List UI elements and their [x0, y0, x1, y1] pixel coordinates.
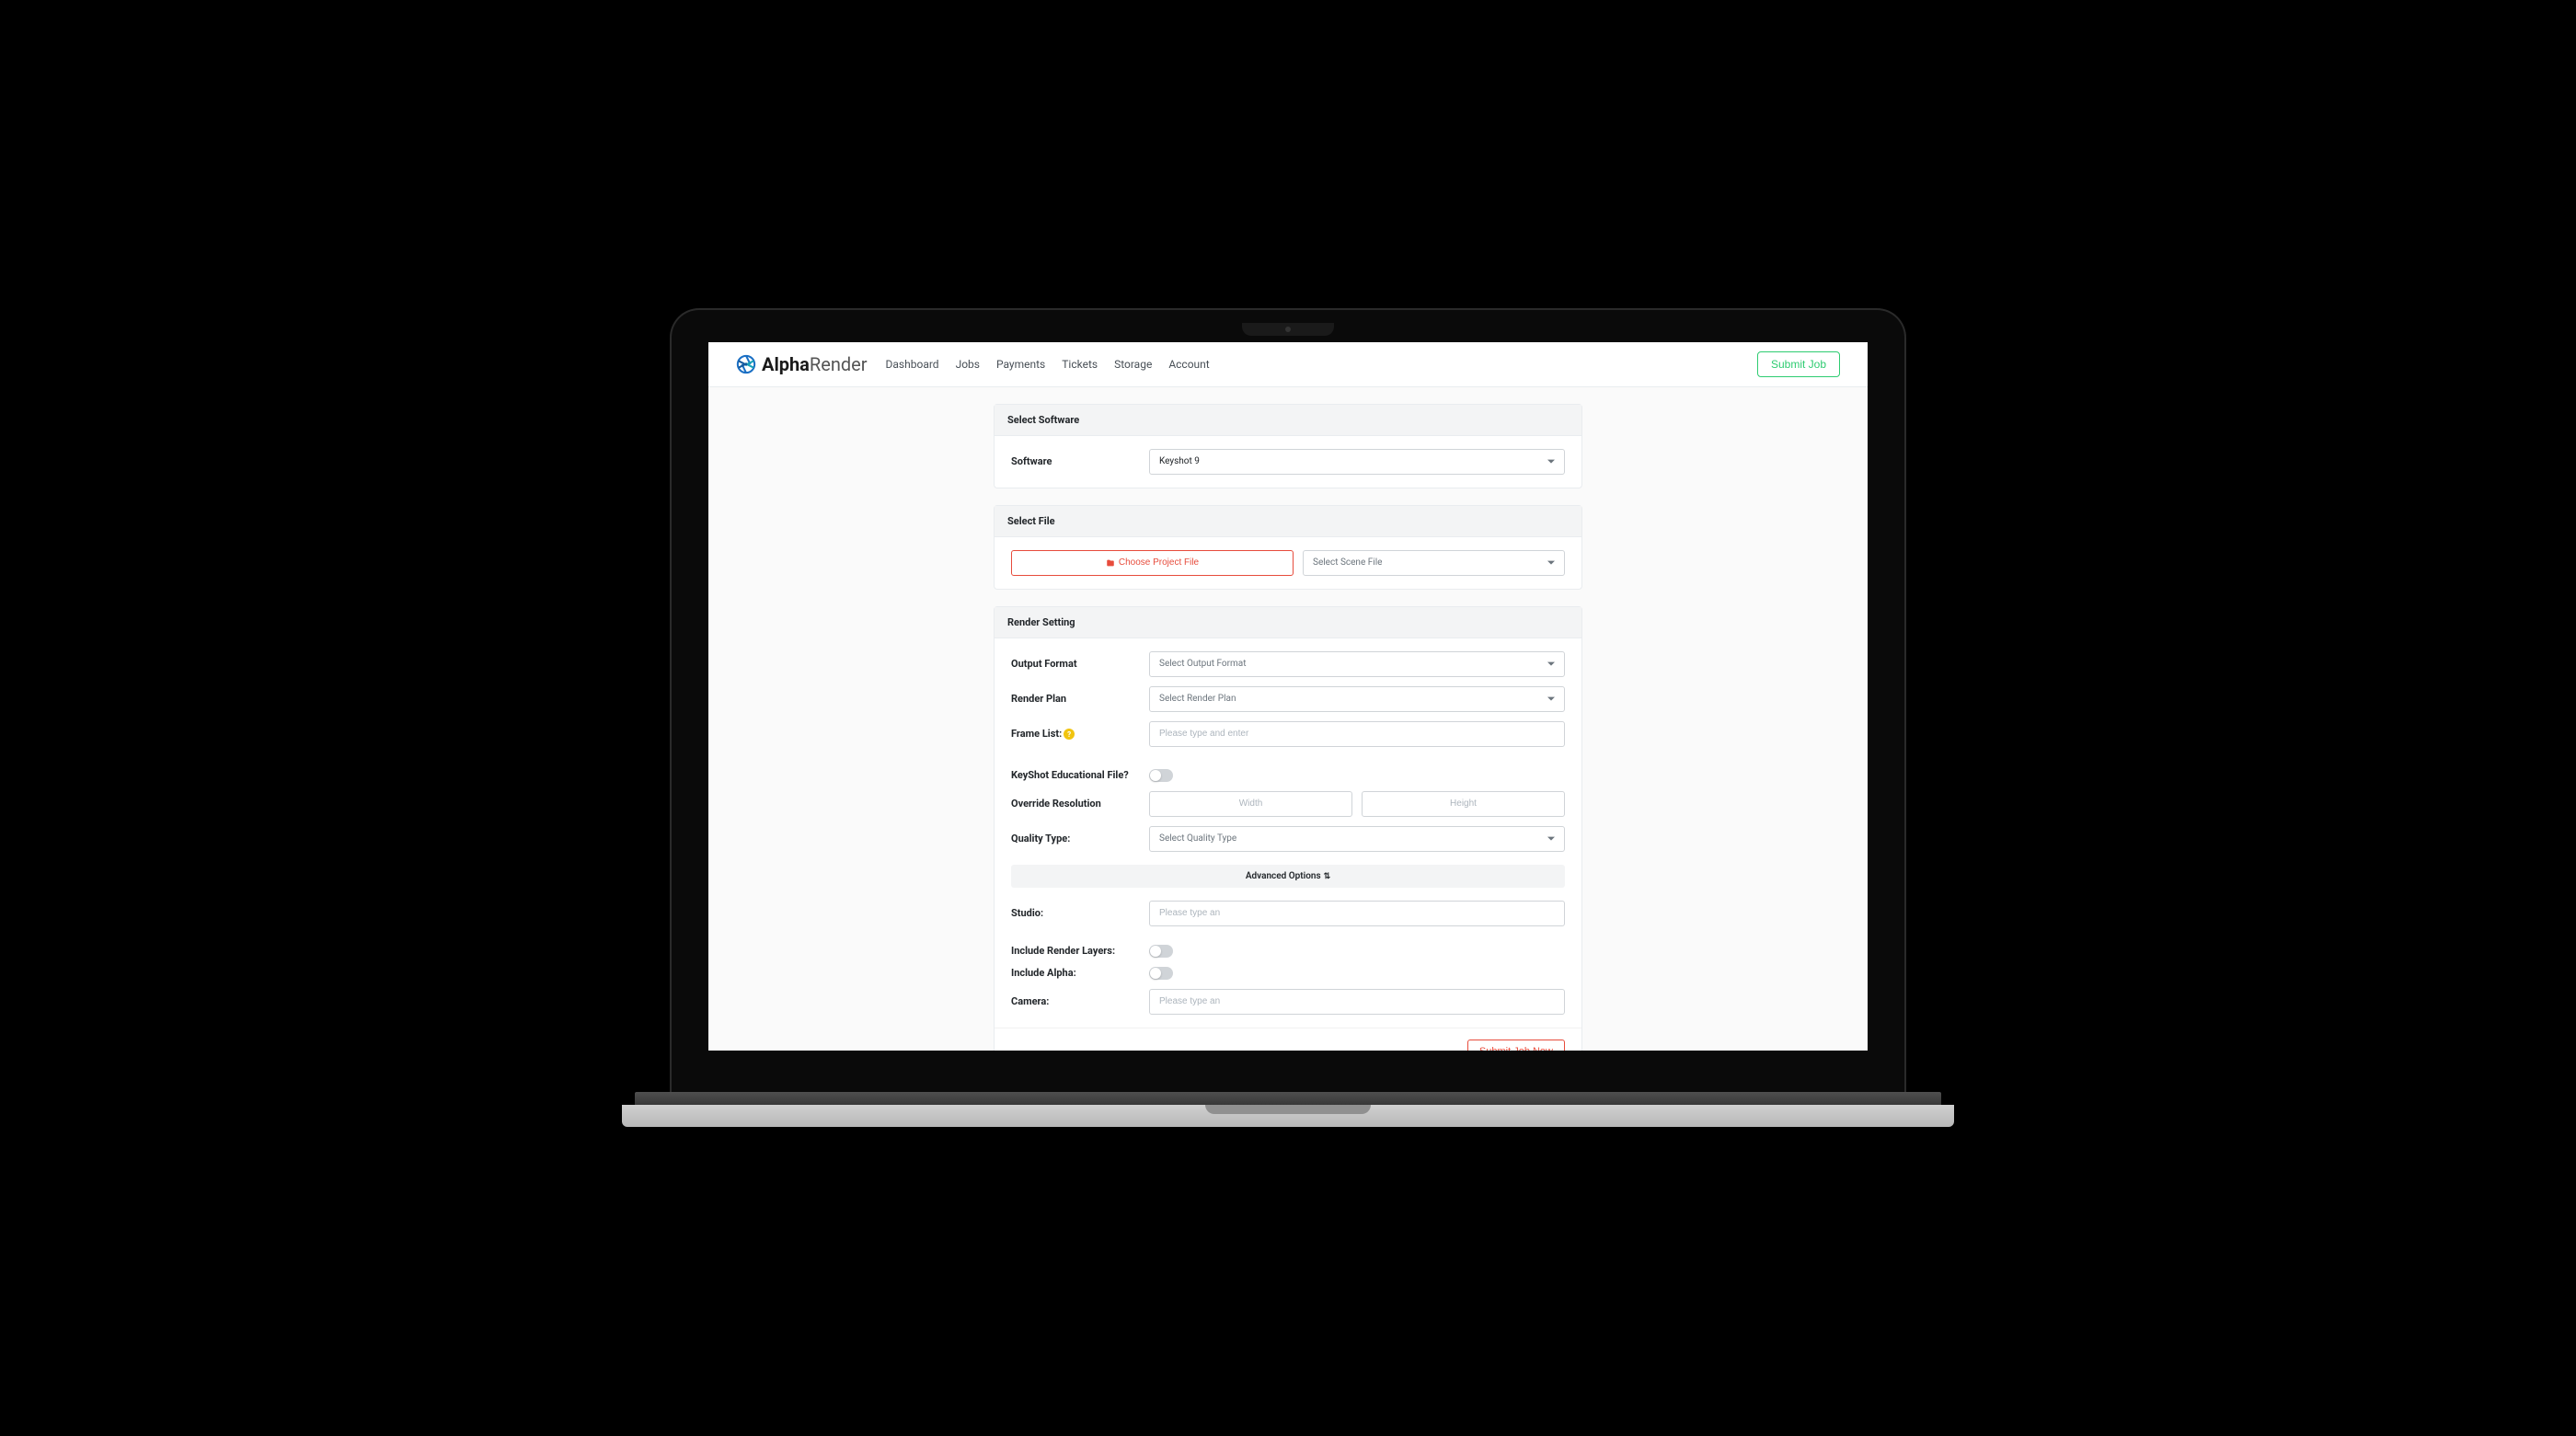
section-header-render: Render Setting [995, 607, 1581, 638]
label-include-alpha: Include Alpha: [1011, 967, 1149, 979]
choose-project-file-label: Choose Project File [1119, 557, 1199, 568]
studio-input[interactable] [1149, 901, 1565, 926]
advanced-options-label: Advanced Options [1246, 871, 1321, 881]
nav-links: Dashboard Jobs Payments Tickets Storage … [886, 358, 1210, 371]
laptop-mockup: AlphaRender Dashboard Jobs Payments Tick… [672, 310, 1904, 1127]
nav-account[interactable]: Account [1168, 358, 1209, 371]
width-input[interactable] [1149, 791, 1352, 817]
label-include-layers: Include Render Layers: [1011, 945, 1149, 957]
submit-job-button[interactable]: Submit Job [1757, 351, 1840, 377]
nav-dashboard[interactable]: Dashboard [886, 358, 939, 371]
software-dropdown[interactable]: Keyshot 9 [1149, 449, 1565, 475]
laptop-keyboard [635, 1092, 1941, 1105]
quality-type-dropdown[interactable]: Select Quality Type [1149, 826, 1565, 852]
height-input[interactable] [1362, 791, 1565, 817]
card-render-setting: Render Setting Output Format Select Outp… [994, 606, 1582, 1051]
render-plan-placeholder: Select Render Plan [1149, 686, 1565, 712]
nav-jobs[interactable]: Jobs [956, 358, 980, 371]
advanced-options-toggle[interactable]: Advanced Options⇅ [1011, 865, 1565, 888]
laptop-screen: AlphaRender Dashboard Jobs Payments Tick… [708, 342, 1868, 1051]
brand-render: Render [810, 353, 868, 375]
label-camera: Camera: [1011, 995, 1149, 1007]
camera-input[interactable] [1149, 989, 1565, 1015]
render-plan-dropdown[interactable]: Select Render Plan [1149, 686, 1565, 712]
label-output-format: Output Format [1011, 658, 1149, 670]
laptop-bezel: AlphaRender Dashboard Jobs Payments Tick… [672, 310, 1904, 1092]
label-quality-type: Quality Type: [1011, 833, 1149, 844]
label-frame-list-text: Frame List: [1011, 728, 1062, 740]
aperture-icon [736, 354, 756, 374]
nav-storage[interactable]: Storage [1114, 358, 1152, 371]
form-container: Select Software Software Keyshot 9 [994, 404, 1582, 1051]
laptop-base [622, 1105, 1953, 1127]
content-scroll[interactable]: Select Software Software Keyshot 9 [708, 387, 1868, 1051]
app-root: AlphaRender Dashboard Jobs Payments Tick… [708, 342, 1868, 1051]
brand-alpha: Alpha [762, 353, 810, 375]
output-format-placeholder: Select Output Format [1149, 651, 1565, 677]
label-studio: Studio: [1011, 907, 1149, 919]
section-header-software: Select Software [995, 405, 1581, 436]
include-alpha-toggle[interactable] [1149, 967, 1173, 980]
upload-icon [1106, 558, 1115, 568]
help-icon[interactable]: ? [1064, 729, 1075, 740]
section-header-file: Select File [995, 506, 1581, 537]
navbar: AlphaRender Dashboard Jobs Payments Tick… [708, 342, 1868, 387]
label-software: Software [1011, 455, 1149, 467]
frame-list-input[interactable] [1149, 721, 1565, 747]
scene-file-dropdown[interactable]: Select Scene File [1303, 550, 1565, 576]
label-frame-list: Frame List:? [1011, 728, 1149, 741]
label-render-plan: Render Plan [1011, 693, 1149, 705]
card-select-file: Select File Choose Project File [994, 505, 1582, 590]
label-edu-file: KeyShot Educational File? [1011, 769, 1149, 781]
laptop-camera [1242, 323, 1334, 336]
submit-job-now-button[interactable]: Submit Job Now [1467, 1040, 1565, 1051]
card-select-software: Select Software Software Keyshot 9 [994, 404, 1582, 488]
label-override-resolution: Override Resolution [1011, 798, 1149, 810]
include-layers-toggle[interactable] [1149, 945, 1173, 958]
software-dropdown-value: Keyshot 9 [1149, 449, 1565, 475]
sort-icon: ⇅ [1324, 872, 1331, 881]
edu-file-toggle[interactable] [1149, 769, 1173, 782]
scene-file-placeholder: Select Scene File [1303, 550, 1565, 576]
output-format-dropdown[interactable]: Select Output Format [1149, 651, 1565, 677]
brand-logo[interactable]: AlphaRender [736, 353, 868, 375]
quality-type-placeholder: Select Quality Type [1149, 826, 1565, 852]
choose-project-file-button[interactable]: Choose Project File [1011, 550, 1294, 576]
nav-right: Submit Job [1757, 351, 1840, 377]
nav-tickets[interactable]: Tickets [1062, 358, 1098, 371]
nav-payments[interactable]: Payments [996, 358, 1045, 371]
